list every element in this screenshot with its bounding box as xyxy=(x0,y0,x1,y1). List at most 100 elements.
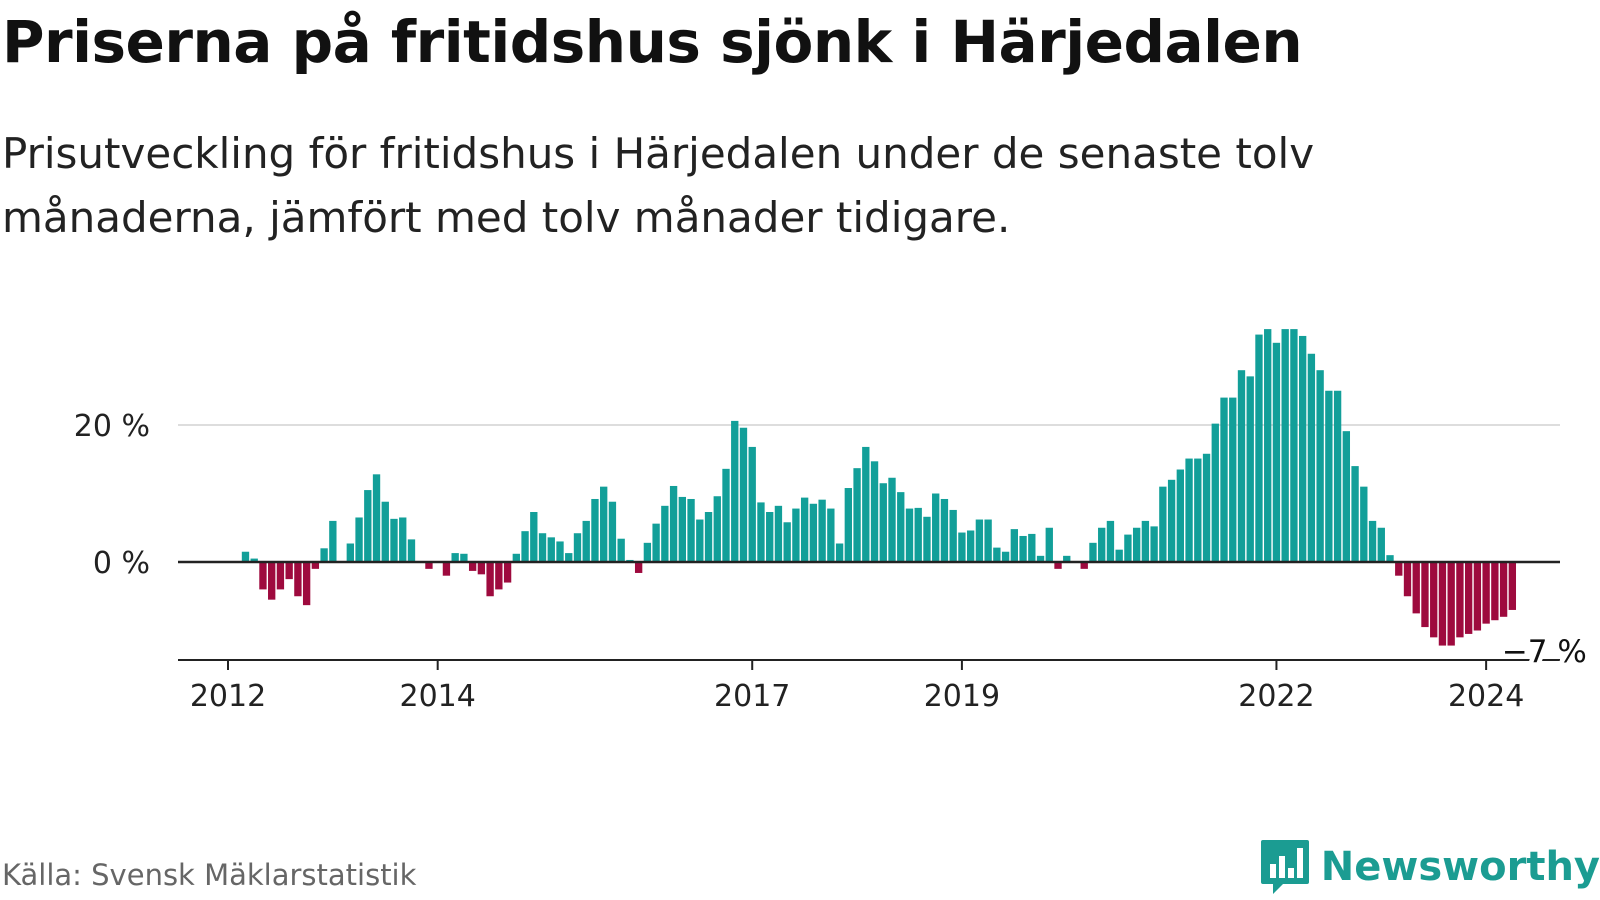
bar xyxy=(1255,334,1263,562)
bar xyxy=(600,486,608,562)
bar xyxy=(704,512,713,562)
bar xyxy=(1281,329,1289,562)
bar xyxy=(687,498,695,562)
bar xyxy=(442,562,451,576)
bar xyxy=(1089,542,1097,562)
bar xyxy=(1386,555,1394,562)
bar xyxy=(975,519,984,562)
bar xyxy=(1106,520,1115,562)
bar xyxy=(617,538,625,562)
bar xyxy=(1211,423,1219,562)
bar xyxy=(1351,466,1359,562)
y-tick-label: 0 % xyxy=(93,546,150,581)
bar xyxy=(958,532,966,562)
bar xyxy=(285,562,293,580)
bar xyxy=(547,537,555,562)
bar xyxy=(643,542,652,562)
bar xyxy=(713,496,721,562)
bar xyxy=(1150,526,1158,562)
bar xyxy=(1395,562,1403,576)
bar xyxy=(792,508,800,562)
bar xyxy=(1464,562,1473,634)
bar xyxy=(669,485,678,562)
bar xyxy=(1342,431,1351,562)
bar xyxy=(268,562,276,600)
bar xyxy=(949,509,957,562)
bar xyxy=(1237,370,1246,562)
bar xyxy=(1325,390,1333,562)
bar xyxy=(748,446,756,562)
bar xyxy=(993,547,1001,562)
bar xyxy=(1019,535,1027,562)
bar xyxy=(1360,486,1368,562)
bar xyxy=(1447,562,1455,646)
x-tick-label: 2014 xyxy=(400,679,476,714)
bar xyxy=(1001,551,1010,562)
newsworthy-logo-icon xyxy=(1260,840,1309,894)
bar-chart: 20 % 0 % 2012 2014 2017 2019 2022 2024 −7 % xyxy=(73,329,1587,714)
bar xyxy=(809,503,818,562)
bar xyxy=(407,539,416,562)
x-tick-label: 2022 xyxy=(1238,679,1314,714)
chart-subtitle: Prisutveckling för fritidshus i Härjedal… xyxy=(2,129,1315,242)
bar xyxy=(1028,533,1036,562)
bar xyxy=(1264,329,1272,562)
x-tick-label: 2019 xyxy=(924,679,1000,714)
bar xyxy=(1272,342,1281,562)
bar xyxy=(1185,458,1193,562)
bar xyxy=(940,498,949,562)
bar xyxy=(320,548,328,562)
bar xyxy=(634,562,643,573)
bar xyxy=(888,477,896,562)
bar xyxy=(503,562,512,583)
bar xyxy=(1508,562,1517,610)
bar xyxy=(346,543,354,562)
bar xyxy=(1421,562,1429,628)
bar xyxy=(477,562,486,575)
bar xyxy=(932,493,940,562)
bar xyxy=(1220,397,1228,562)
bar xyxy=(1176,469,1184,562)
x-tick-label: 2017 xyxy=(714,679,790,714)
bar xyxy=(329,520,337,562)
bar xyxy=(355,517,363,562)
bar xyxy=(914,507,922,562)
bar xyxy=(364,490,372,562)
bar xyxy=(608,501,617,562)
bar xyxy=(696,519,704,562)
bar xyxy=(853,468,861,562)
bar xyxy=(460,553,468,562)
bar xyxy=(302,562,311,606)
bar xyxy=(984,519,992,562)
bar xyxy=(241,551,250,562)
bar xyxy=(591,498,599,562)
brand-name: Newsworthy xyxy=(1320,844,1600,890)
end-value-label: −7 % xyxy=(1502,634,1587,670)
bar xyxy=(1036,555,1045,563)
bar xyxy=(835,543,844,562)
bar xyxy=(652,523,660,562)
bar xyxy=(1132,527,1141,562)
bar xyxy=(722,468,730,562)
bar xyxy=(530,512,538,562)
bar xyxy=(1141,520,1150,562)
bars xyxy=(241,329,1517,646)
bar xyxy=(1290,329,1298,562)
bar xyxy=(800,497,809,562)
bar xyxy=(1124,534,1132,562)
chart-title: Priserna på fritidshus sjönk i Härjedale… xyxy=(2,8,1303,76)
y-tick-label: 20 % xyxy=(74,409,150,444)
bar xyxy=(1010,529,1018,562)
bar xyxy=(783,522,791,562)
bar xyxy=(966,530,975,562)
bar xyxy=(661,505,669,562)
bar xyxy=(390,518,398,562)
bar xyxy=(538,533,547,562)
bar xyxy=(774,505,783,562)
bar xyxy=(1054,562,1062,569)
bar xyxy=(827,508,835,562)
bar xyxy=(923,516,931,562)
bar xyxy=(1167,479,1176,562)
bar xyxy=(1403,562,1412,597)
bar xyxy=(556,541,564,562)
